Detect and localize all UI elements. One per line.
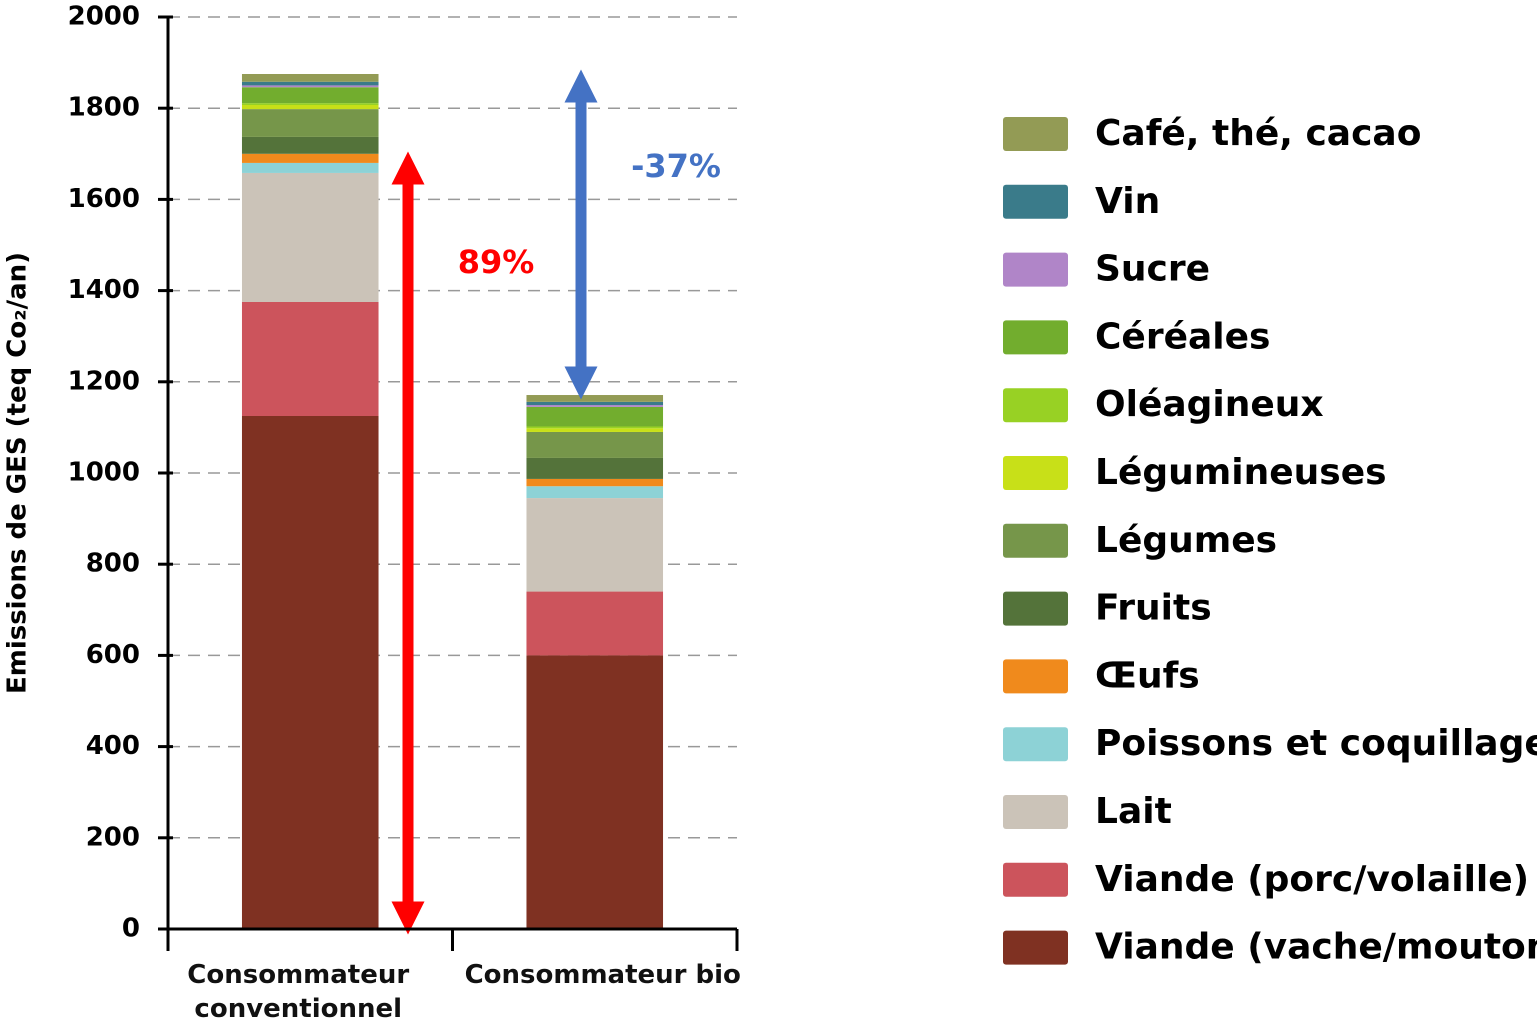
y-tick-label: 0 [122, 914, 140, 944]
x-tick-label: Consommateur conventionnel [187, 960, 410, 1023]
legend-swatch [1003, 862, 1068, 897]
bar-segment [241, 153, 379, 163]
bar-segment [526, 591, 664, 656]
bar-segment [241, 302, 379, 416]
bar-segment [241, 105, 379, 110]
y-tick-label: 2000 [68, 2, 140, 32]
legend-swatch [1003, 659, 1068, 694]
y-tick-label: 600 [86, 640, 140, 670]
legend-swatch [1003, 320, 1068, 355]
legend-swatch [1003, 388, 1068, 423]
bar-segment [526, 486, 664, 499]
bar-segment [241, 74, 379, 82]
legend-swatch [1003, 795, 1068, 829]
annotation: -37% [631, 147, 721, 185]
bar-segment [241, 81, 379, 86]
bar-segment [241, 103, 379, 106]
legend-swatch [1003, 117, 1068, 151]
legend-swatch [1003, 184, 1068, 219]
legend-label: Vin [1095, 181, 1160, 222]
bar-segment [241, 172, 379, 302]
x-tick-label: Consommateur bio [464, 960, 741, 990]
bar-segment [526, 431, 664, 458]
legend-label: Lait [1095, 791, 1172, 832]
legend-swatch [1003, 252, 1068, 287]
bar-segment [241, 87, 379, 104]
bar-segment [526, 406, 664, 427]
bar-segment [241, 136, 379, 154]
bar-segment [241, 109, 379, 137]
bar-segment [526, 478, 664, 487]
y-tick-label: 1600 [68, 184, 140, 214]
bar-segment [241, 162, 379, 173]
bar-segment [526, 401, 664, 406]
bar-segment [241, 85, 379, 88]
annotation: 89% [458, 243, 535, 281]
y-tick-label: 1800 [68, 93, 140, 123]
legend-label: Œufs [1095, 655, 1200, 696]
legend-label: Viande (vache/mouton) [1095, 927, 1537, 968]
legend-swatch [1003, 456, 1068, 490]
bar-segment [526, 405, 664, 407]
bar-segment [241, 416, 379, 929]
legend-label: Oléagineux [1095, 384, 1324, 425]
bar-segment [526, 457, 664, 479]
legend-swatch [1003, 591, 1068, 626]
bar-segment [526, 498, 664, 592]
legend-label: Sucre [1095, 249, 1210, 290]
y-tick-label: 400 [86, 731, 140, 761]
y-tick-label: 1400 [68, 275, 140, 305]
bar-segment [526, 655, 664, 929]
legend-swatch [1003, 523, 1068, 558]
y-tick-label: 200 [86, 822, 140, 852]
legend-label: Poissons et coquillages [1095, 723, 1537, 764]
y-axis-label: Emissions de GES (teq Co₂/an) [3, 252, 33, 694]
legend-label: Fruits [1095, 588, 1212, 629]
bar-segment [526, 395, 664, 402]
legend-label: Viande (porc/volaille) [1095, 859, 1529, 900]
y-tick-label: 800 [86, 549, 140, 579]
legend-swatch [1003, 727, 1068, 762]
legend-label: Légumes [1095, 520, 1277, 561]
bar-segment [526, 428, 664, 432]
y-tick-label: 1000 [68, 458, 140, 488]
bar-segment [526, 426, 664, 429]
legend-swatch [1003, 930, 1068, 965]
legend-label: Légumineuses [1095, 452, 1387, 493]
y-tick-label: 1200 [68, 366, 140, 396]
legend-label: Café, thé, cacao [1095, 113, 1421, 154]
legend-label: Céréales [1095, 316, 1270, 357]
